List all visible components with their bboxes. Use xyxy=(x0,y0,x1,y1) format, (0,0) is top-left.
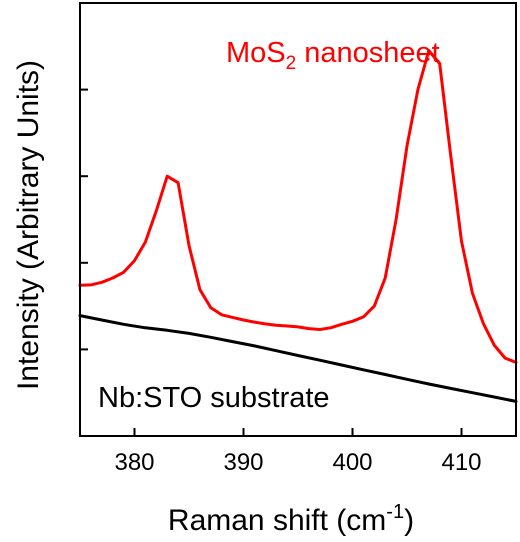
x-tick-label: 390 xyxy=(223,449,263,476)
x-tick-label: 380 xyxy=(114,449,154,476)
subscript-2: 2 xyxy=(286,53,297,74)
x-tick-label: 410 xyxy=(441,449,481,476)
series-label-nb-sto: Nb:STO substrate xyxy=(98,382,330,414)
x-tick-label: 400 xyxy=(332,449,372,476)
x-axis-label: Raman shift (cm-1) xyxy=(168,501,414,537)
series-line-mos2 xyxy=(78,49,518,364)
x-axis-ticks: 380 390 400 410 xyxy=(114,428,482,476)
series-line-nb-sto xyxy=(78,314,518,403)
series-label-mos2: MoS2 nanosheet xyxy=(226,37,440,74)
y-axis-label: Intensity (Arbitrary Units) xyxy=(12,60,45,390)
series-layer xyxy=(78,49,518,403)
y-axis-ticks xyxy=(80,2,88,437)
superscript-minus-one: -1 xyxy=(386,501,404,523)
plot-frame xyxy=(79,2,517,437)
